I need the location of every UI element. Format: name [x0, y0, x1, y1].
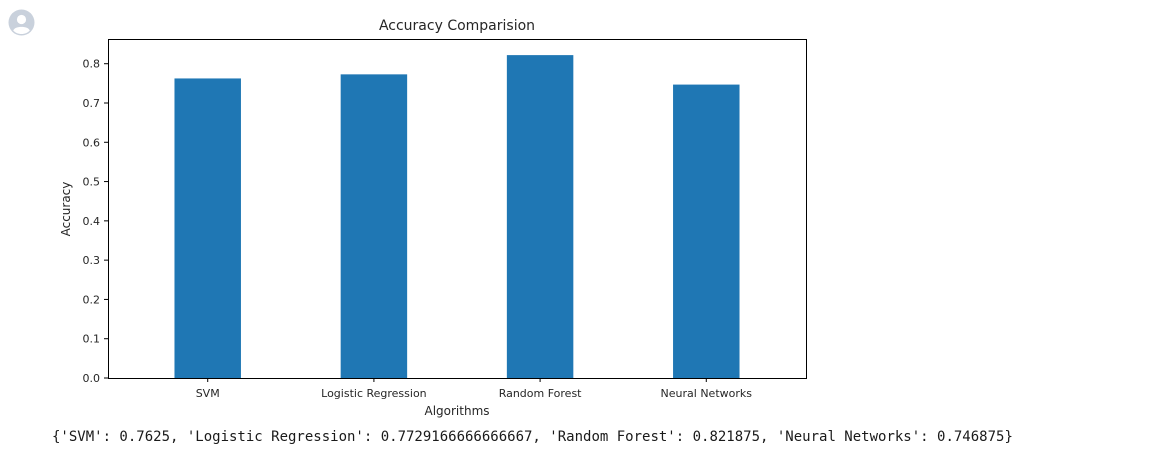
x-tick-label: SVM	[196, 387, 220, 400]
y-ticks-layer: 0.0 0.1 0.2 0.3 0.4 0.5 0.6 0.7 0.8	[83, 58, 108, 385]
y-axis-label: Accuracy	[59, 182, 73, 237]
x-ticks-layer: SVM Logistic Regression Random Forest Neura…	[196, 378, 753, 400]
x-axis-label: Algorithms	[424, 404, 489, 418]
y-tick-label: 0.6	[83, 136, 101, 149]
y-tick-label: 0.8	[83, 58, 101, 71]
plot-frame	[108, 39, 807, 379]
chart-canvas: Accuracy Comparision 0.00.10.20.30.40.50…	[59, 18, 807, 418]
accuracy-chart: Accuracy Comparision 0.0 0.1 0.2 0.3 0.4 0.5 0…	[59, 18, 807, 418]
y-tick-label: 0.3	[83, 254, 101, 267]
y-tick-label: 0.2	[83, 293, 101, 306]
bar-logistic-regression	[340, 74, 408, 379]
bar-svm	[174, 78, 241, 379]
y-tick-label: 0.1	[83, 333, 101, 346]
user-avatar-icon	[8, 9, 35, 36]
y-tick-label: 0.4	[83, 215, 101, 228]
x-tick-label: Logistic Regression	[321, 387, 427, 400]
x-tick-label: Neural Networks	[661, 387, 753, 400]
bars-layer	[174, 55, 740, 379]
y-tick-label: 0.5	[83, 176, 101, 189]
x-tick-label: Random Forest	[499, 387, 582, 400]
bar-random-forest	[506, 55, 574, 379]
y-tick-label: 0.7	[83, 97, 101, 110]
y-tick-label: 0.0	[83, 372, 101, 385]
chart-title: Accuracy Comparision	[379, 18, 535, 34]
bar-neural-networks	[673, 84, 740, 379]
avatar	[8, 9, 35, 36]
cell-output-text: {'SVM': 0.7625, 'Logistic Regression': 0…	[52, 429, 1013, 445]
